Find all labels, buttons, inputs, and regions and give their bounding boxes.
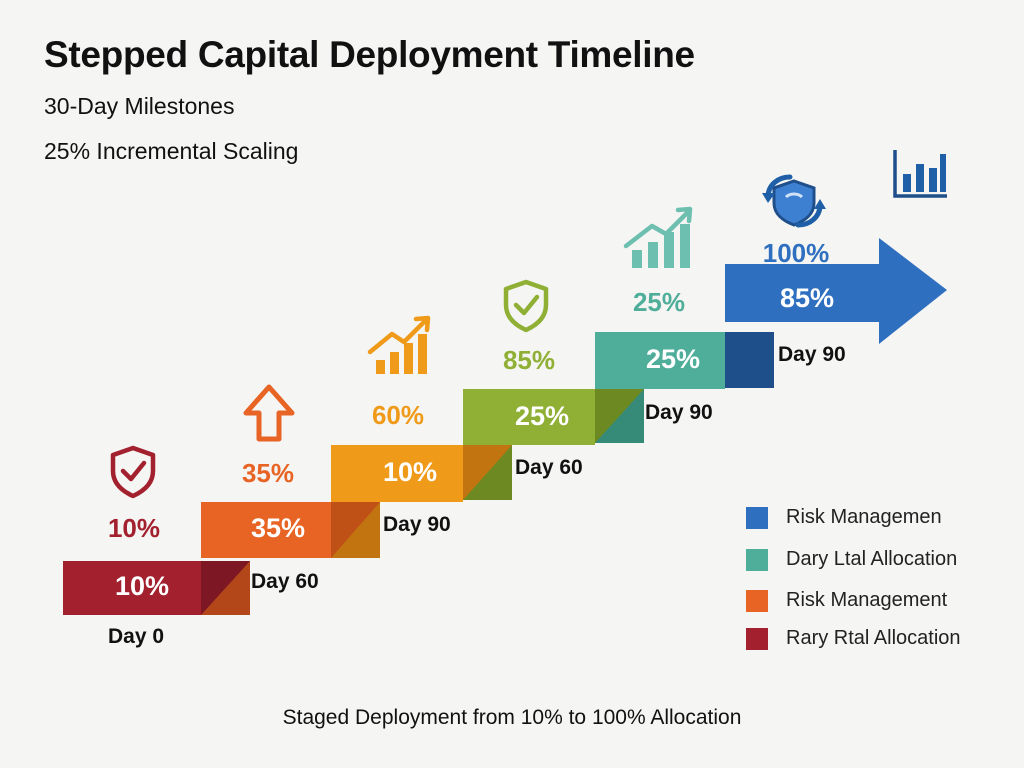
legend-swatch [746, 590, 768, 612]
legend-label: Risk Management [786, 589, 948, 611]
step-5-day: Day 90 [645, 401, 713, 424]
step-5-inner-percent: 25% [645, 344, 701, 374]
step-1-inner-percent: 10% [114, 571, 170, 601]
bar-chart-icon [893, 150, 947, 198]
step-shadow-4 [463, 445, 512, 500]
step-3-day: Day 90 [383, 513, 451, 536]
step-block-3 [331, 445, 463, 502]
step-6-top-percent: 100% [762, 238, 830, 268]
step-3-top-percent: 60% [371, 400, 425, 430]
legend-swatch [746, 628, 768, 650]
legend-swatch [746, 549, 768, 571]
step-2-day: Day 60 [251, 570, 319, 593]
step-2-top-percent: 35% [241, 458, 295, 488]
footer-caption: Staged Deployment from 10% to 100% Alloc… [282, 706, 742, 729]
shield-check-icon [110, 445, 156, 499]
up-arrow-icon [243, 384, 295, 442]
legend-label: Risk Managemen [786, 506, 942, 528]
step-arrow-6 [725, 238, 947, 344]
legend-label: Dary Ltal Allocation [786, 548, 958, 570]
shield-check-icon-green [503, 279, 549, 333]
subtitle-milestones: 30-Day Milestones [44, 93, 235, 119]
step-shadow-6 [725, 332, 774, 388]
step-shadow-3 [331, 502, 380, 558]
step-6-day: Day 90 [778, 343, 846, 366]
growth-chart-icon [367, 315, 431, 374]
step-4-day: Day 60 [515, 456, 583, 479]
page-title: Stepped Capital Deployment Timeline [44, 34, 695, 75]
step-4-top-percent: 85% [502, 345, 556, 375]
step-1-top-percent: 10% [107, 513, 161, 543]
subtitle-scaling: 25% Incremental Scaling [44, 138, 299, 164]
step-block-1 [63, 561, 201, 615]
legend-label: Rary Rtal Allocation [786, 627, 961, 649]
step-shadow-5 [595, 389, 644, 443]
step-1-day: Day 0 [108, 625, 165, 648]
step-block-5 [595, 332, 725, 389]
step-3-inner-percent: 10% [382, 457, 438, 487]
step-6-inner-percent: 85% [779, 283, 835, 313]
step-4-inner-percent: 25% [514, 401, 570, 431]
step-shadow-2 [201, 561, 250, 615]
step-2-inner-percent: 35% [250, 513, 306, 543]
step-block-2 [201, 502, 331, 558]
shield-refresh-icon [762, 174, 826, 228]
step-5-top-percent: 25% [632, 287, 686, 317]
legend-swatch [746, 507, 768, 529]
step-block-4 [463, 389, 595, 445]
growth-chart-icon-teal [623, 206, 693, 268]
